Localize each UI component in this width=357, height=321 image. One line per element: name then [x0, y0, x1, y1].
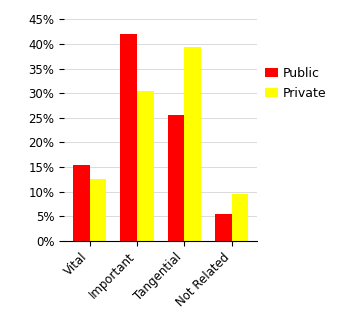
Bar: [215, 214, 232, 241]
Bar: [232, 194, 248, 241]
Bar: [137, 91, 154, 241]
Bar: [90, 179, 106, 241]
Bar: [120, 34, 137, 241]
Legend: Public, Private: Public, Private: [265, 67, 326, 100]
Bar: [184, 47, 201, 241]
Bar: [168, 115, 184, 241]
Bar: [73, 165, 90, 241]
